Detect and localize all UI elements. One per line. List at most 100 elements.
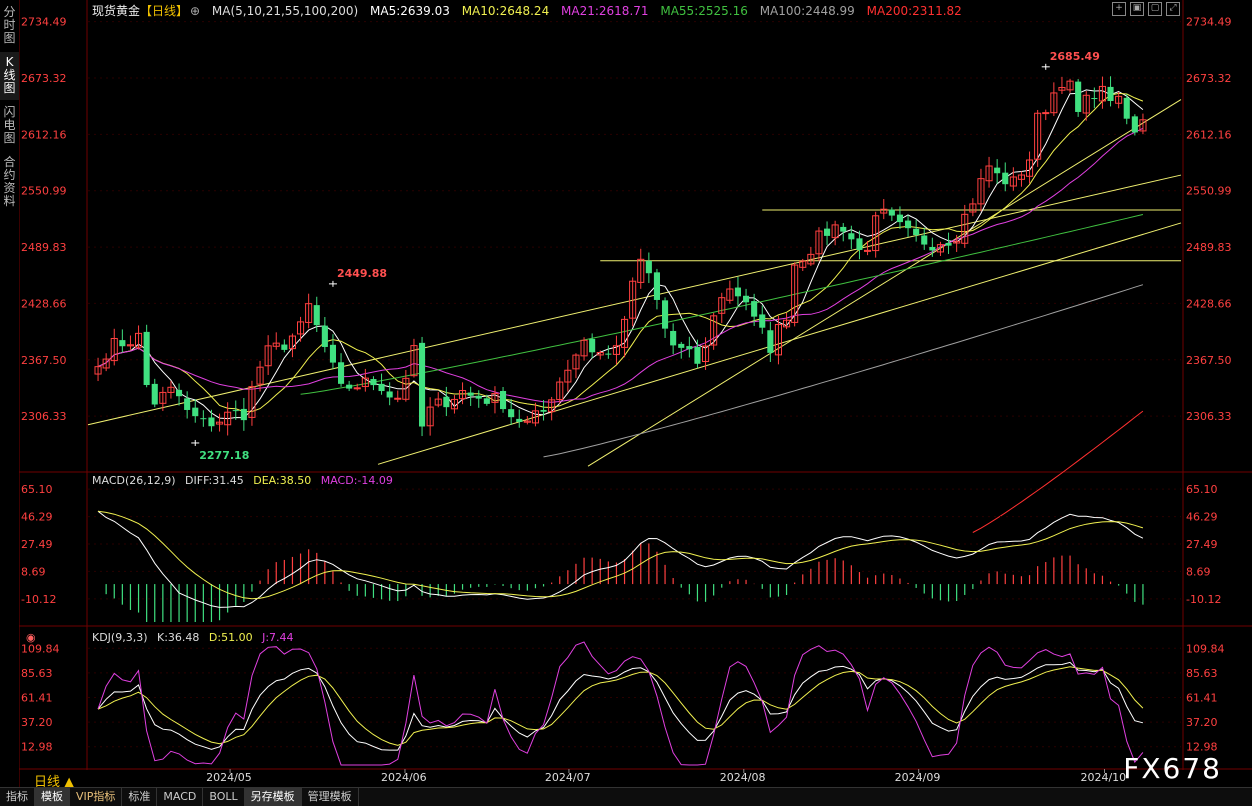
symbol-name: 现货黄金 [92, 4, 141, 18]
candle-body [799, 260, 807, 268]
candle-body [824, 228, 831, 236]
candle-body [686, 346, 693, 350]
macd-bar: MACD:-14.09 [320, 474, 393, 487]
candle-body [426, 406, 434, 427]
candle-body [1050, 92, 1058, 114]
tab-flash-chart[interactable]: 闪电图 [3, 105, 16, 145]
candle-body [872, 215, 880, 252]
ma-line-ma21 [97, 127, 1144, 403]
candle-body [670, 330, 677, 346]
price-tick-left: 2306.33 [21, 410, 67, 423]
candle-body [1123, 97, 1130, 119]
candle-body [305, 303, 313, 323]
candle-body [1042, 112, 1050, 115]
kline-chart[interactable]: 2734.49 2734.49 2673.32 2673.32 2612.16 2612.… [19, 0, 1252, 787]
kdj-tick-left: 109.84 [21, 642, 60, 655]
candle-body [945, 242, 952, 246]
kdj-settings-icon[interactable]: ◉ [26, 631, 36, 644]
candle-body [589, 338, 596, 353]
macd-tick-left: 46.29 [21, 511, 53, 524]
candle-body [516, 418, 523, 422]
zoom-out-icon[interactable]: ▢ [1148, 2, 1162, 16]
price-tick-right: 2673.32 [1186, 72, 1232, 85]
candle-body [192, 407, 199, 417]
candle-body [394, 397, 402, 400]
candle-body [272, 342, 280, 347]
kdj-tick-right: 85.63 [1186, 667, 1218, 680]
candle-body [248, 386, 256, 418]
kdj-tick-right: 37.20 [1186, 716, 1218, 729]
bottom-tab-boll[interactable]: BOLL [203, 788, 245, 806]
kdj-tick-left: 85.63 [21, 667, 53, 680]
annotation-label: 2449.88 [337, 267, 387, 280]
ma-line-ma5 [97, 89, 1144, 420]
ma-line-ma200 [972, 410, 1144, 533]
candle-body [467, 392, 474, 396]
x-tick-label: 2024/10 [1080, 771, 1126, 784]
candle-body [523, 420, 531, 423]
fullscreen-icon[interactable]: ⤢ [1166, 2, 1180, 16]
settings-icon[interactable]: ⊕ [190, 4, 201, 18]
candle-body [353, 387, 361, 390]
price-tick-right: 2550.99 [1186, 185, 1232, 198]
candle-body [450, 398, 458, 410]
candle-body [929, 246, 936, 251]
candle-body [1026, 159, 1034, 177]
candle-body [135, 332, 143, 348]
bottom-tab-manage-template[interactable]: 管理模板 [302, 788, 359, 806]
bottom-tab-standard[interactable]: 标准 [122, 788, 158, 806]
macd-tick-right: 8.69 [1186, 565, 1211, 578]
kdj-tick-right: 61.41 [1186, 692, 1218, 705]
candle-body [637, 258, 645, 283]
bottom-tab-macd[interactable]: MACD [157, 788, 204, 806]
candle-body [1098, 85, 1107, 102]
macd-diff: DIFF:31.45 [185, 474, 244, 487]
price-tick-left: 2612.16 [21, 128, 67, 141]
candle-body [119, 340, 126, 347]
candle-body [645, 260, 652, 274]
tab-contract-info[interactable]: 合约资料 [3, 155, 16, 208]
tab-kline[interactable]: K线图 [0, 52, 19, 100]
candle-body [110, 338, 118, 362]
candle-body [994, 167, 1001, 174]
tab-time-sharing[interactable]: 分时图 [3, 5, 16, 45]
bottom-tab-indicator[interactable]: 指标 [0, 788, 35, 806]
candle-body [977, 178, 985, 205]
macd-dif-line [97, 510, 1144, 608]
zoom-in-icon[interactable]: ▣ [1130, 2, 1144, 16]
candle-body [774, 324, 783, 356]
candle-body [200, 418, 207, 420]
bottom-tab-template[interactable]: 模板 [35, 788, 70, 806]
price-tick-right: 2428.66 [1186, 297, 1232, 310]
candle-body [564, 369, 572, 383]
candle-body [434, 398, 442, 406]
candle-body [184, 398, 191, 410]
bottom-tab-vip[interactable]: VIP指标 [70, 788, 123, 806]
candle-body [678, 343, 685, 348]
candle-body [864, 249, 872, 252]
macd-dea: DEA:38.50 [253, 474, 312, 487]
period-label[interactable]: 日线 ▲ [34, 775, 75, 790]
candle-body [483, 398, 490, 404]
bottom-tab-save-template[interactable]: 另存模板 [244, 788, 302, 806]
candle-body [767, 330, 774, 353]
candle-body [313, 305, 320, 326]
candle-body [759, 314, 766, 328]
candle-body [410, 345, 418, 377]
price-tick-left: 2428.66 [21, 297, 67, 310]
candle-body [1082, 94, 1090, 114]
kdj-d-line [97, 666, 1144, 746]
crosshair-icon[interactable]: + [1112, 2, 1126, 16]
candle-body [386, 391, 393, 398]
candle-body [531, 410, 540, 424]
ma100-value: MA100:2448.99 [759, 4, 855, 18]
candle-body [815, 230, 823, 255]
candle-body [936, 244, 945, 253]
chart-toolbar: + ▣ ▢ ⤢ [1112, 2, 1180, 16]
macd-tick-right: 65.10 [1186, 483, 1218, 496]
price-tick-right: 2612.16 [1186, 128, 1232, 141]
bottom-toolbar: 指标 模板 VIP指标 标准 MACD BOLL 另存模板 管理模板 [0, 787, 1252, 806]
candle-body [94, 366, 102, 375]
kdj-d: D:51.00 [208, 631, 253, 644]
candle-body [548, 399, 556, 413]
